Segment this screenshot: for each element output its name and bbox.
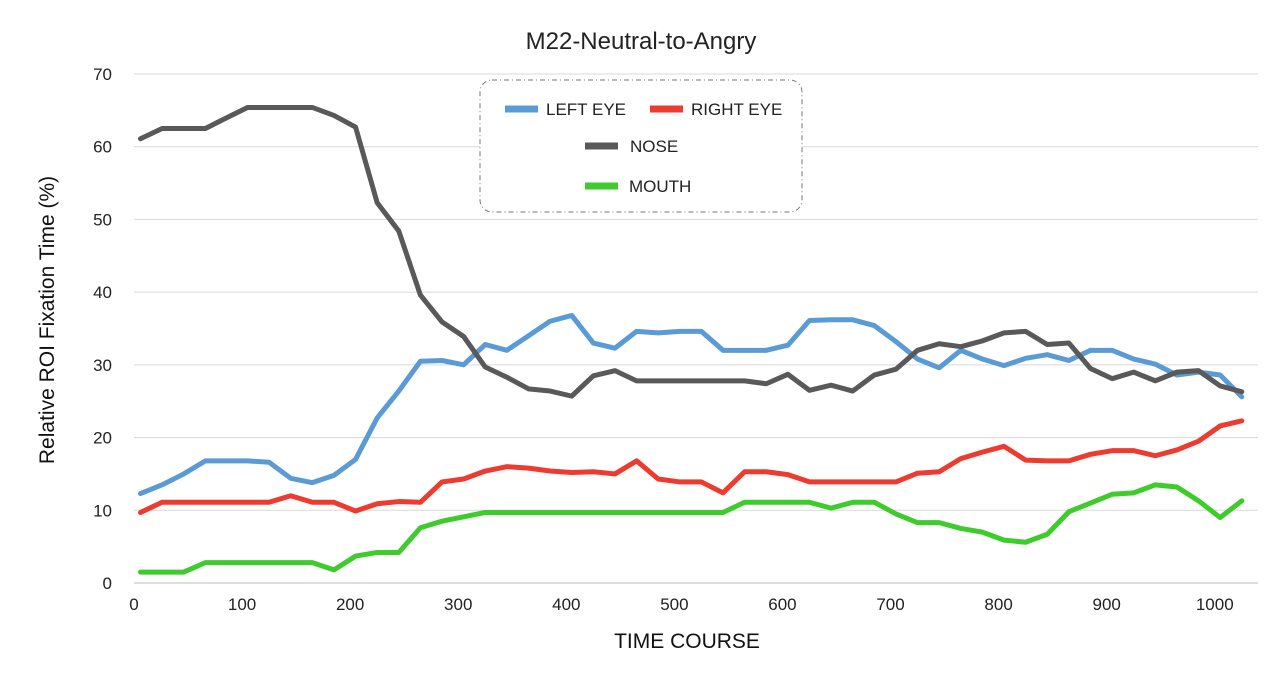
series-line-nose: [137, 104, 1245, 399]
series-line-mouth: [137, 482, 1245, 575]
legend-label-left-eye: LEFT EYE: [546, 100, 626, 119]
y-tick-label: 0: [103, 574, 112, 593]
x-tick-label: 600: [768, 595, 796, 614]
y-tick-label: 60: [93, 138, 112, 157]
x-tick-labels: 0 100 200 300 400 500 600 700 800 900 1000: [129, 595, 1233, 614]
legend-label-nose: NOSE: [630, 137, 678, 156]
x-tick-label: 0: [129, 595, 138, 614]
x-tick-label: 400: [552, 595, 580, 614]
y-tick-label: 50: [93, 210, 112, 229]
x-tick-label: 700: [876, 595, 904, 614]
series-line-left-eye: [137, 312, 1245, 497]
y-tick-label: 10: [93, 501, 112, 520]
chart-title: M22-Neutral-to-Angry: [526, 28, 757, 55]
x-axis-label: TIME COURSE: [614, 630, 760, 653]
series-lines: [137, 104, 1245, 575]
x-tick-label: 100: [228, 595, 256, 614]
y-tick-labels: 0 10 20 30 40 50 60 70: [93, 65, 112, 593]
y-axis-label: Relative ROI Fixation Time (%): [36, 176, 59, 464]
y-tick-label: 70: [93, 65, 112, 84]
legend-box: [479, 79, 803, 213]
series-line-right-eye: [137, 418, 1245, 515]
legend-label-mouth: MOUTH: [629, 177, 691, 196]
x-tick-label: 300: [444, 595, 472, 614]
x-tick-label: 900: [1093, 595, 1121, 614]
legend-label-right-eye: RIGHT EYE: [691, 100, 782, 119]
x-tick-label: 200: [336, 595, 364, 614]
x-tick-label: 800: [984, 595, 1012, 614]
y-tick-label: 40: [93, 283, 112, 302]
y-tick-label: 20: [93, 429, 112, 448]
x-tick-label: 500: [660, 595, 688, 614]
legend: LEFT EYE RIGHT EYE NOSE MOUTH: [479, 79, 803, 213]
y-tick-label: 30: [93, 356, 112, 375]
x-tick-label: 1000: [1196, 595, 1234, 614]
